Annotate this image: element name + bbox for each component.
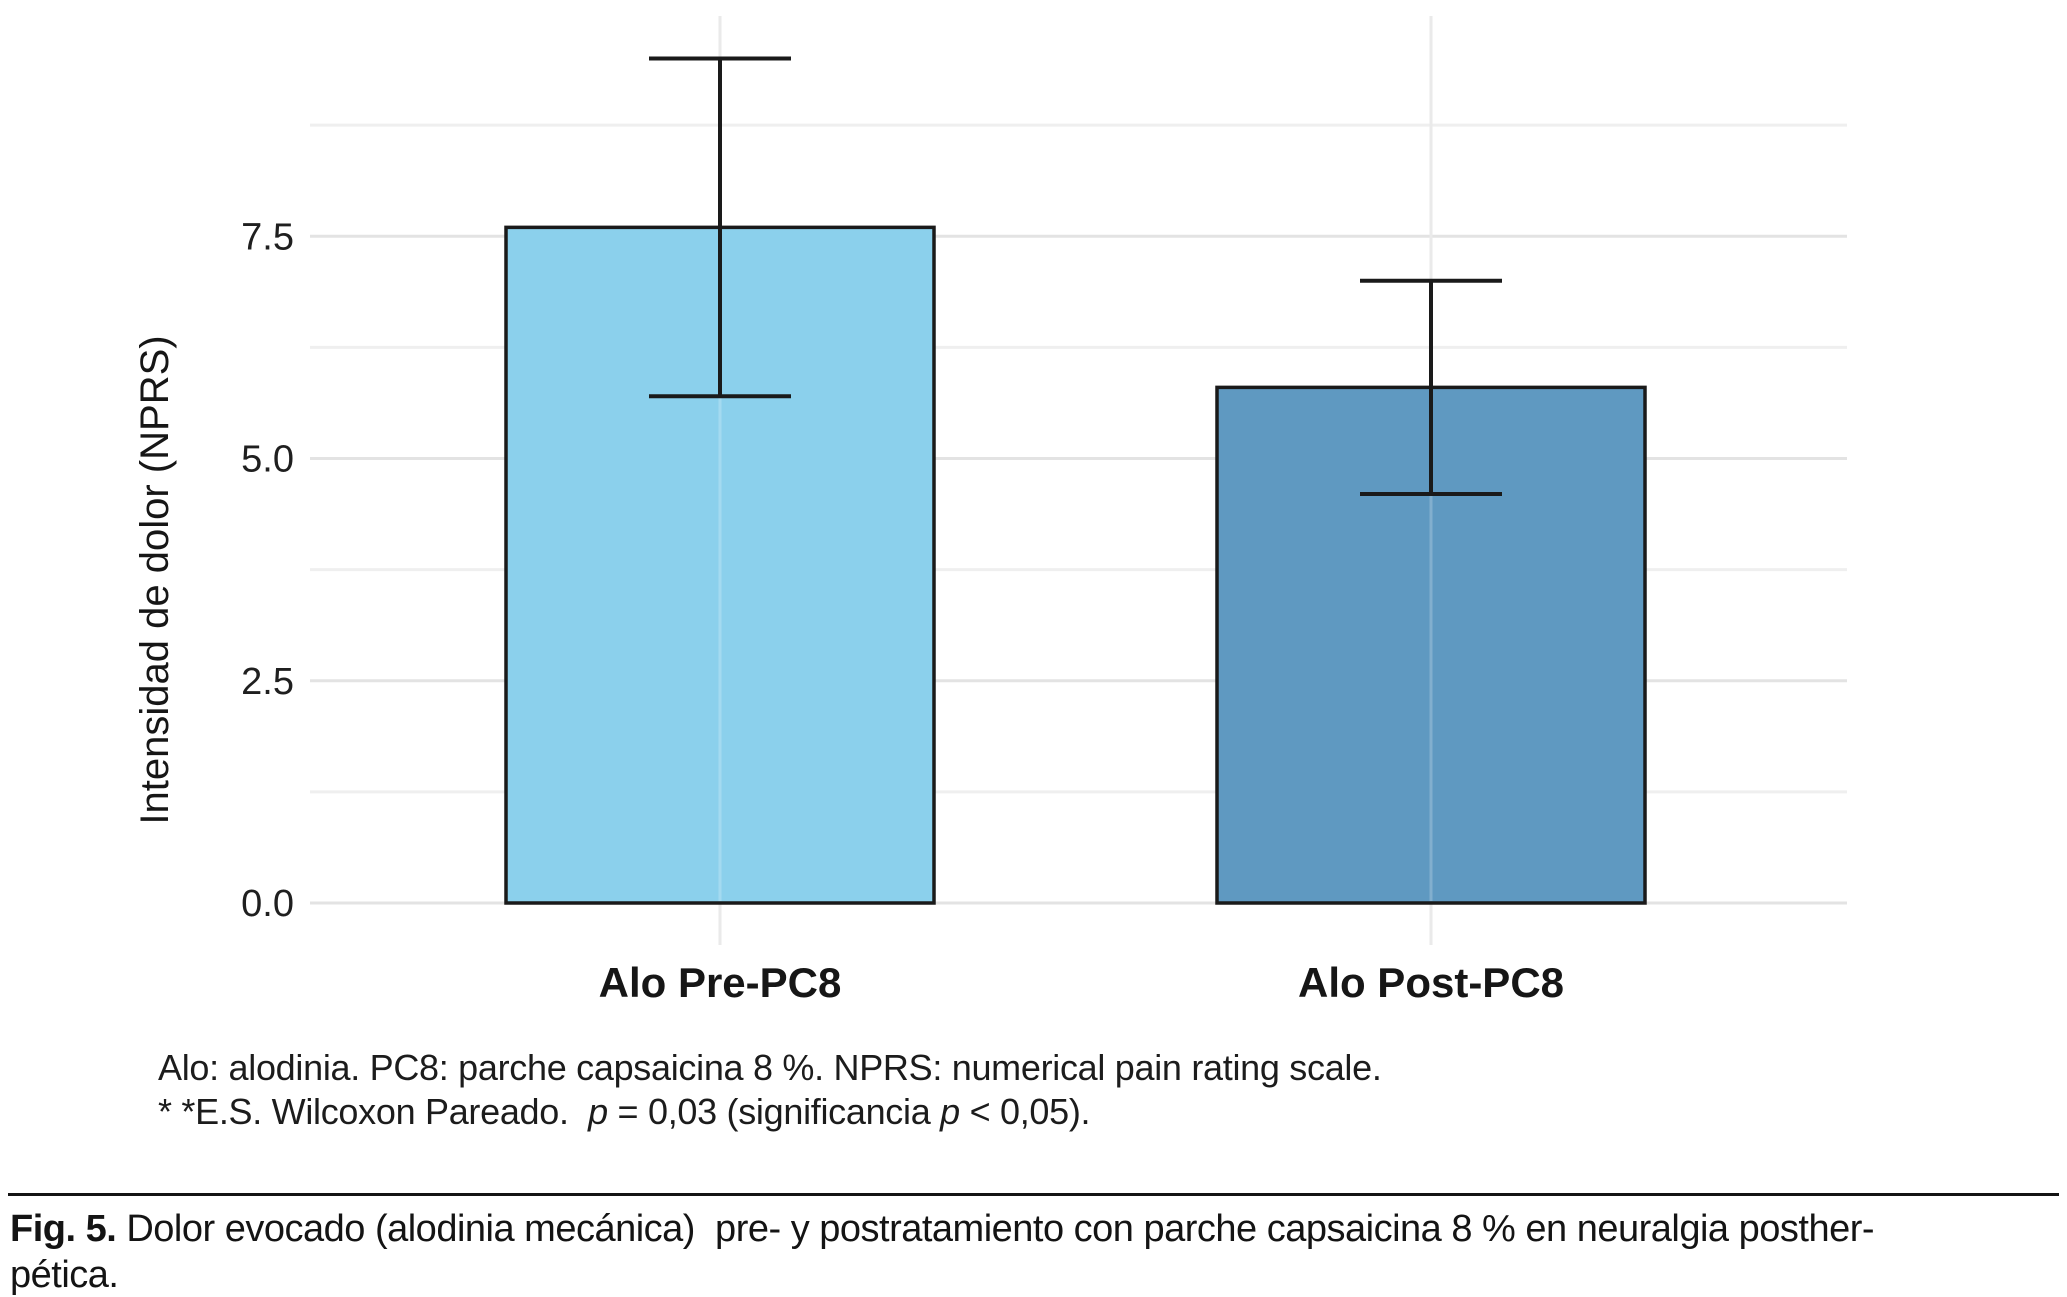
chart-footnote: Alo: alodinia. PC8: parche capsaicina 8 … <box>158 1046 1382 1134</box>
figure-caption-text-line2: pética. <box>10 1254 119 1296</box>
figure-caption-label: Fig. 5. <box>10 1208 117 1250</box>
footnote-stats-prefix: * *E.S. Wilcoxon Pareado. <box>158 1091 589 1132</box>
x-axis-category-label: Alo Pre-PC8 <box>599 959 842 1006</box>
footnote-stats-threshold: < 0,05). <box>959 1091 1091 1132</box>
footnote-p-symbol: p <box>588 1091 608 1132</box>
bar-chart: 0.0 2.5 5.0 7.5 Intensidad de dolor (NPRS) Al… <box>133 16 1847 1006</box>
y-axis-tick-label: 5.0 <box>241 439 294 481</box>
caption-divider <box>8 1193 2059 1196</box>
footnote-stats-value: = 0,03 (significancia <box>607 1091 941 1132</box>
y-axis-tick-label: 7.5 <box>241 216 294 258</box>
footnote-abbreviations: Alo: alodinia. PC8: parche capsaicina 8 … <box>158 1047 1382 1088</box>
y-axis-tick-label: 2.5 <box>241 661 294 703</box>
y-axis-title: Intensidad de dolor (NPRS) <box>133 335 177 824</box>
figure-caption-text-line1: Dolor evocado (alodinia mecánica) pre- y… <box>126 1208 1875 1250</box>
footnote-p-symbol-2: p <box>940 1091 960 1132</box>
x-axis-category-label: Alo Post-PC8 <box>1298 959 1564 1006</box>
figure-caption: Fig. 5. Dolor evocado (alodinia mecánica… <box>10 1206 1875 1297</box>
y-axis-tick-label: 0.0 <box>241 883 294 925</box>
